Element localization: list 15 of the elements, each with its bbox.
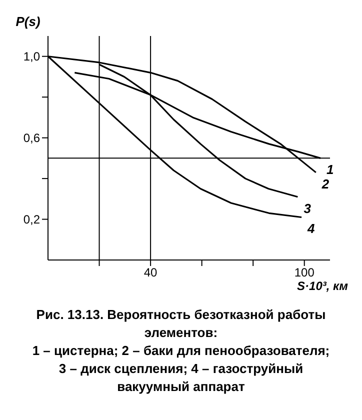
- text: 3 – диск сцепления; 4 – газоструйный: [58, 360, 304, 378]
- x-tick-label: 100: [294, 266, 315, 280]
- text: Рис. 13.13. Вероятность безотказной работы элементов:: [35, 306, 327, 342]
- y-axis-title: P(s): [16, 14, 40, 29]
- series-label: 3: [304, 200, 312, 216]
- text: вакуумный аппарат: [116, 378, 246, 396]
- y-tick-label: 0,6: [23, 131, 40, 146]
- series-label: 2: [320, 176, 330, 192]
- x-tick-label: 40: [144, 266, 158, 280]
- y-tick-label: 1,0: [23, 50, 40, 64]
- y-tick-label: 0,2: [23, 212, 40, 227]
- text: 1 – цистерна; 2 – баки для пенообразователя;: [31, 342, 331, 360]
- series-label: 4: [306, 221, 316, 236]
- series-label: 1: [326, 162, 334, 178]
- x-axis-title: S·10³, км: [297, 279, 348, 293]
